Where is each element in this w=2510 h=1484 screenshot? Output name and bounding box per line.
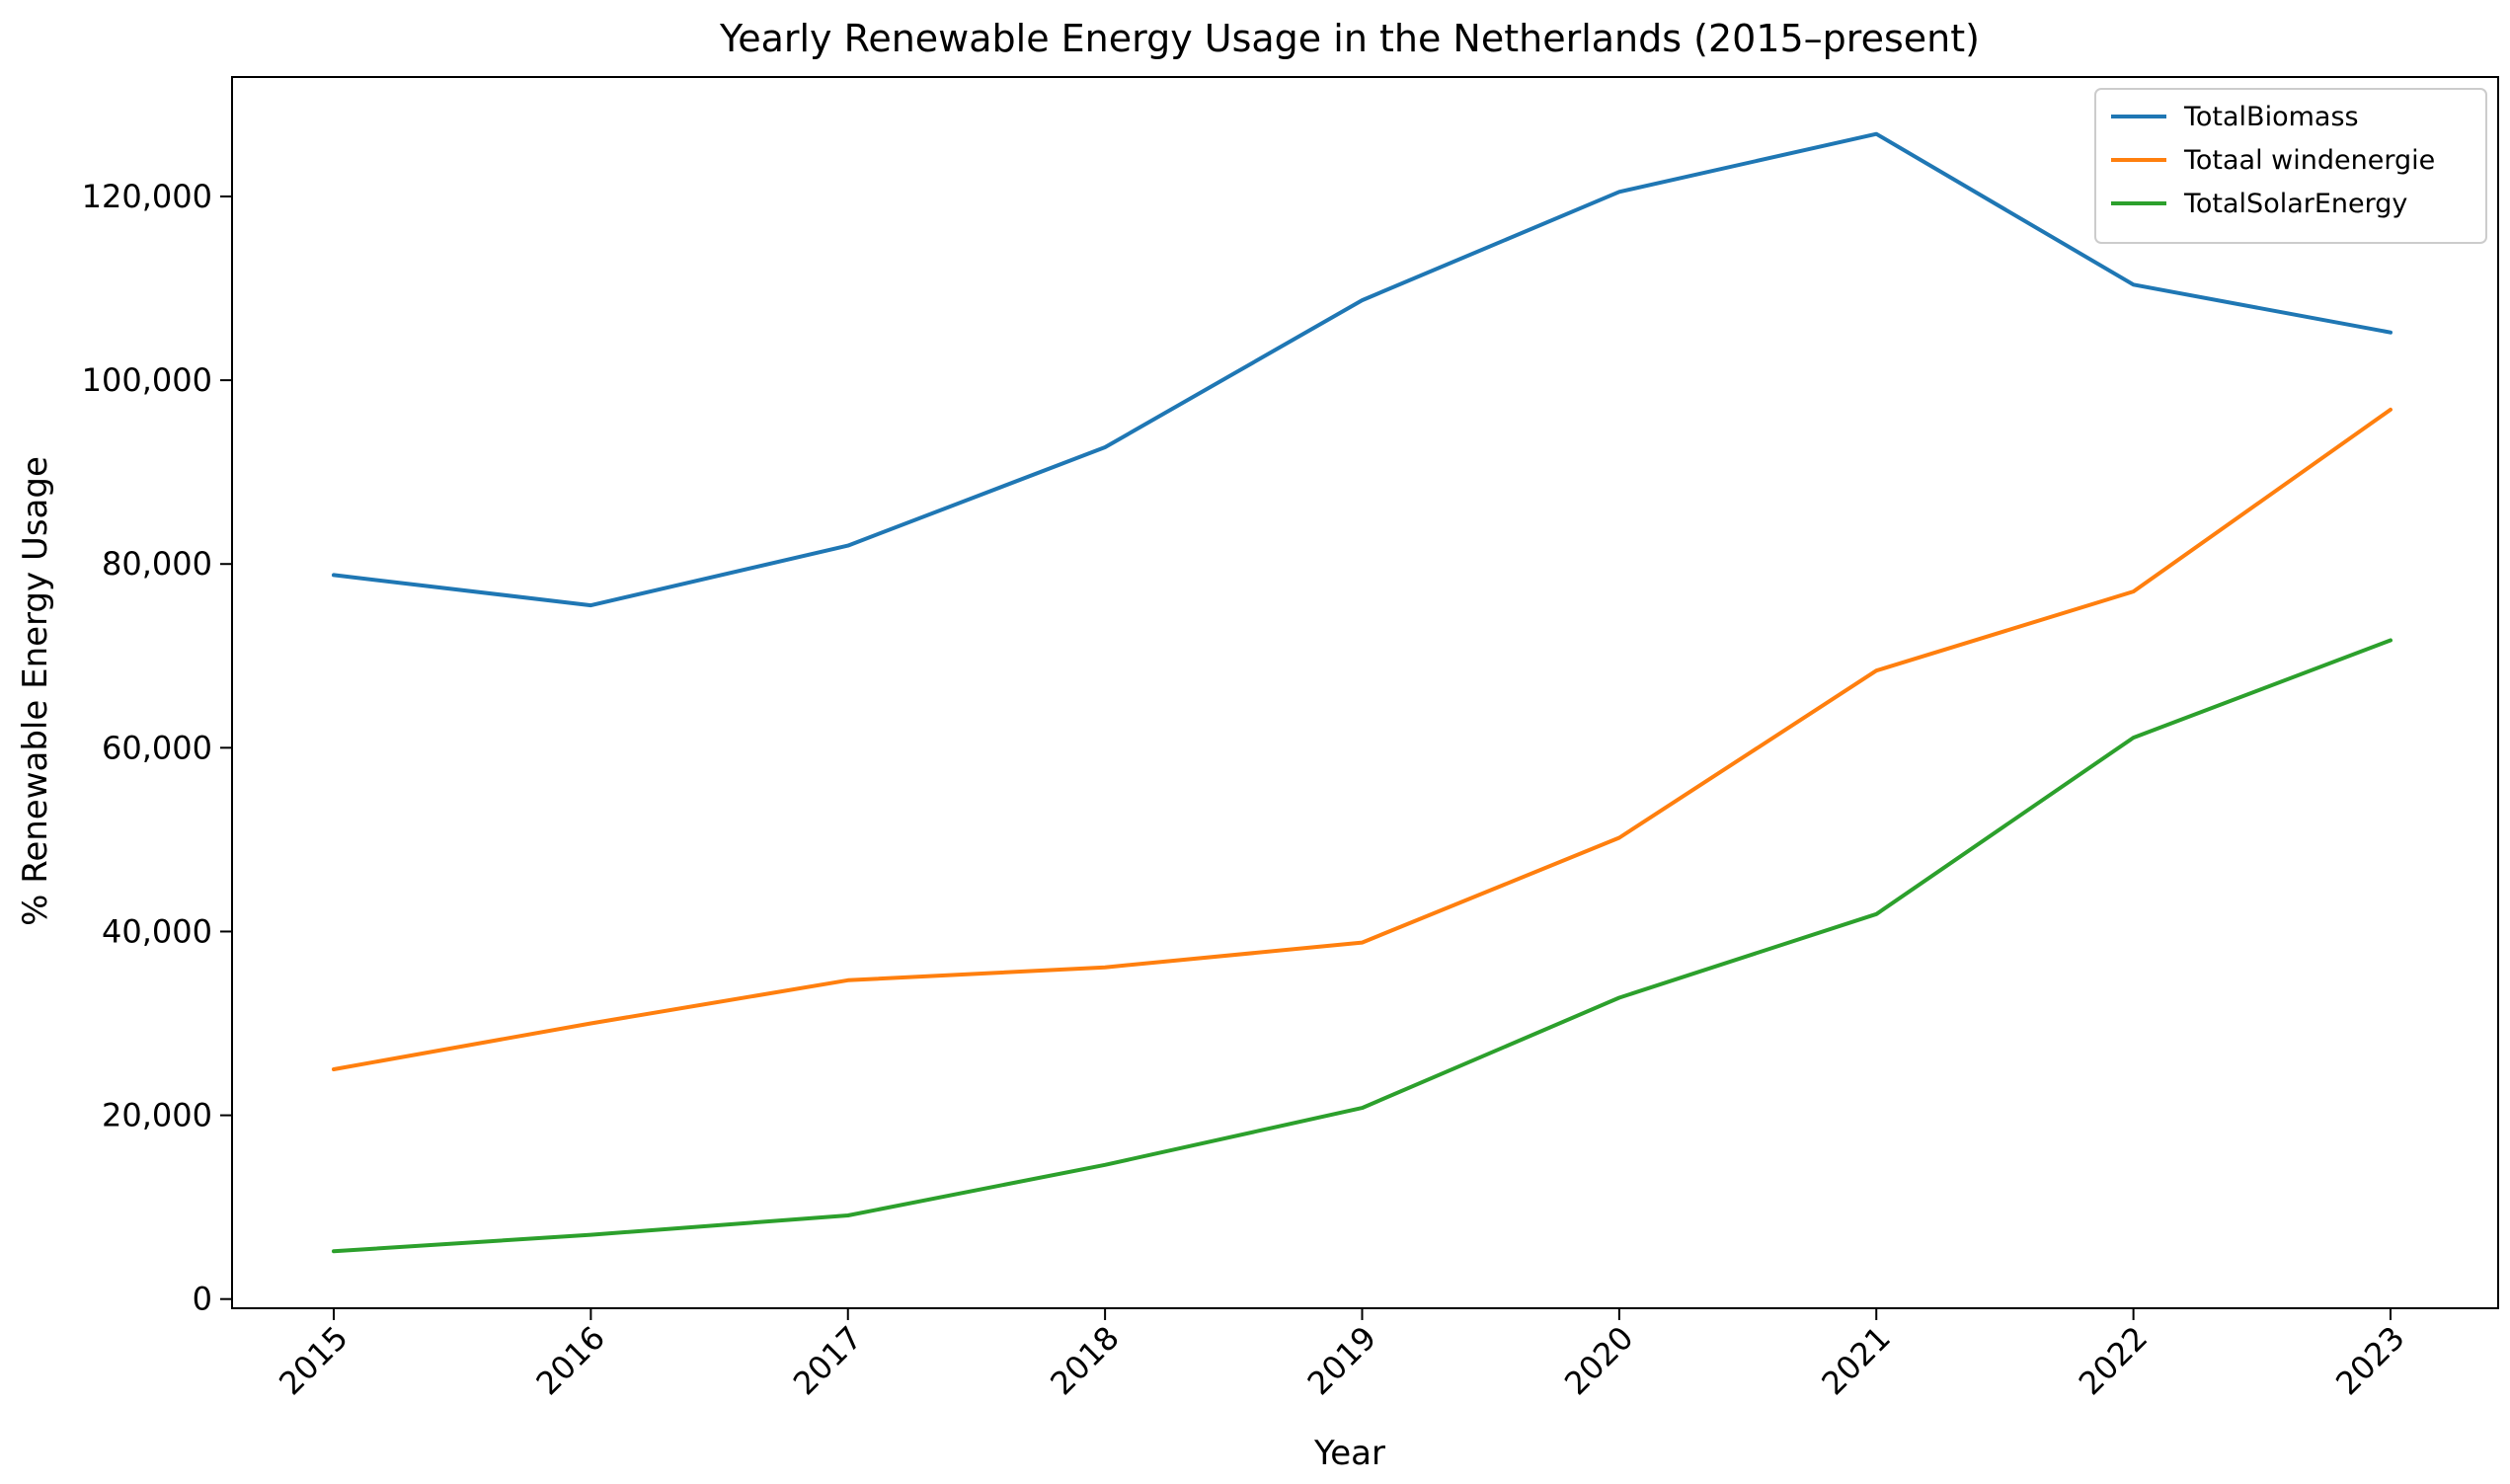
plot-area (231, 76, 2499, 1309)
y-tick-label: 120,000 (82, 178, 212, 215)
chart-title: Yearly Renewable Energy Usage in the Net… (719, 17, 1980, 60)
y-tick-label: 60,000 (102, 729, 212, 766)
x-axis-label: Year (1313, 1434, 1385, 1473)
y-tick-label: 80,000 (102, 545, 212, 583)
legend-entry-label: TotalBiomass (2183, 102, 2359, 132)
y-tick-label: 100,000 (82, 361, 212, 399)
y-tick-label: 0 (193, 1281, 212, 1318)
y-tick-label: 40,000 (102, 912, 212, 950)
legend: TotalBiomass Totaal windenergie TotalSolar… (2094, 88, 2487, 244)
series-line-totaal-windenergie (332, 407, 2392, 1071)
y-tick-label: 20,000 (102, 1097, 212, 1134)
series-line-totalsolarenergy (332, 638, 2392, 1254)
legend-box (2094, 88, 2487, 244)
plot-frame (231, 76, 2499, 1309)
y-axis-label: % Renewable Energy Usage (16, 456, 55, 926)
legend-entry-label: TotalSolarEnergy (2183, 189, 2407, 219)
series-lines (332, 131, 2392, 1254)
legend-entry-label: Totaal windenergie (2183, 145, 2435, 176)
series-line-totalbiomass (332, 131, 2392, 608)
